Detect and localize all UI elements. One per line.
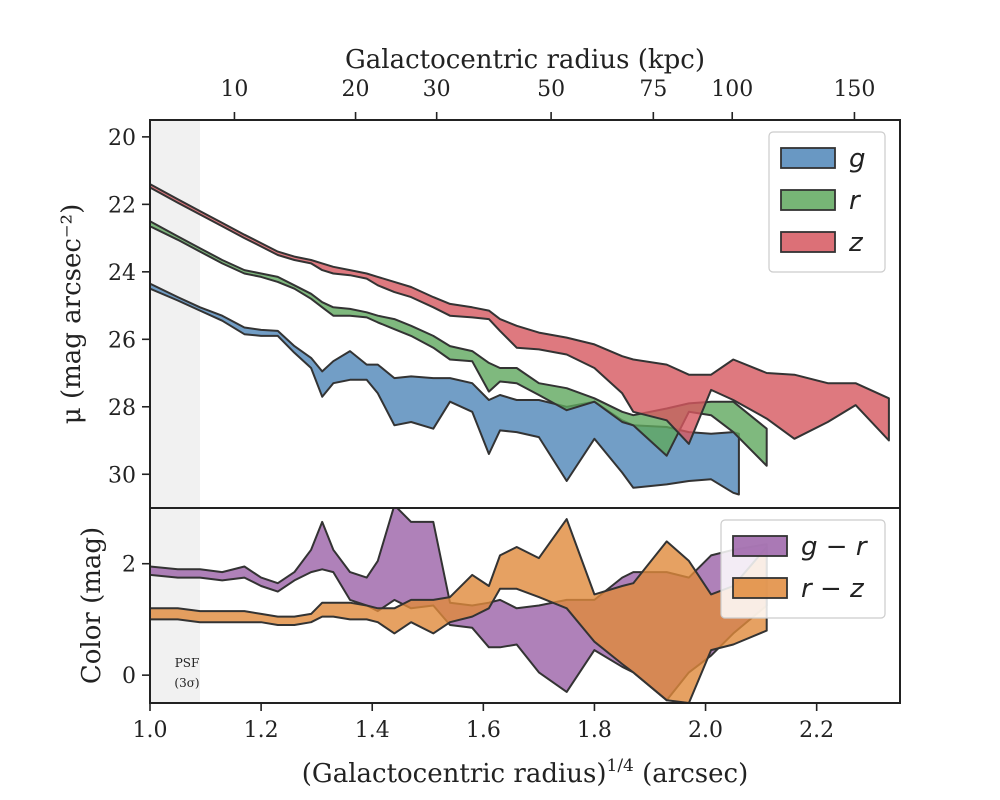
color-panel: 02 1.0 1.2 1.4 1.6 1.8 2.0 2.2 PSF (3σ) Color … (77, 507, 901, 789)
top-x-tick-label-0: 10 (220, 77, 248, 102)
bottom-x-tick-label-5: 2.0 (688, 718, 723, 743)
top-y-tick-label-0: 20 (108, 126, 136, 151)
top-y-tick-label-1: 22 (108, 193, 136, 218)
surface-brightness-panel: 20 22 24 26 28 30 10 20 30 50 75 100 150 Galactocen… (57, 45, 901, 509)
top-y-axis: 20 22 24 26 28 30 (108, 126, 150, 488)
bottom-x-tick-label-0: 1.0 (133, 718, 168, 743)
top-x-tick-label-2: 30 (423, 77, 451, 102)
top-legend-label-0: g (849, 144, 866, 174)
top-x-tick-label-1: 20 (342, 77, 370, 102)
top-y-axis-label: μ (mag arcsec⁻²) (57, 204, 87, 424)
bottom-x-tick-label-1: 1.2 (244, 718, 279, 743)
sb-series-2 (150, 183, 890, 445)
bottom-legend: g − r r − z (720, 519, 886, 619)
sb-series-1 (150, 220, 768, 467)
psf-band-bottom (150, 508, 200, 703)
top-legend-swatch-0 (780, 147, 836, 169)
top-series-group (150, 183, 890, 496)
top-y-tick-label-2: 24 (108, 261, 136, 286)
bottom-x-axis-label: (Galactocentric radius)1/4 (arcsec) (302, 756, 748, 789)
sb-series-0 (150, 282, 740, 496)
bot-legend-label-0: g − r (801, 532, 869, 562)
bottom-x-tick-label-3: 1.6 (466, 718, 501, 743)
top-secondary-x-axis: 10 20 30 50 75 100 150 (220, 77, 875, 120)
top-legend-swatch-2 (780, 231, 836, 253)
bottom-x-tick-label-6: 2.2 (799, 718, 834, 743)
top-x-tick-label-5: 100 (711, 77, 753, 102)
psf-label-line1: PSF (175, 656, 200, 670)
bottom-panel-frame (149, 507, 901, 704)
bot-legend-swatch-1 (732, 577, 788, 599)
top-x-tick-label-4: 75 (639, 77, 667, 102)
psf-band-top (150, 120, 200, 508)
bottom-x-tick-label-4: 1.8 (577, 718, 612, 743)
bottom-x-axis: 1.0 1.2 1.4 1.6 1.8 2.0 2.2 (133, 703, 834, 743)
bottom-series-group (150, 508, 768, 703)
bottom-y-axis-label: Color (mag) (77, 527, 107, 684)
bottom-y-tick-label-1: 2 (122, 553, 136, 578)
top-x-tick-label-3: 50 (537, 77, 565, 102)
bottom-y-axis: 02 (122, 553, 150, 689)
bottom-y-tick-label-0: 0 (122, 664, 136, 689)
top-x-tick-label-6: 150 (833, 77, 875, 102)
top-legend-label-1: r (849, 186, 862, 216)
top-y-tick-label-3: 26 (108, 328, 136, 353)
bot-legend-label-1: r − z (801, 574, 865, 604)
psf-label-line2: (3σ) (174, 676, 199, 690)
color-series-1 (150, 518, 768, 703)
top-legend-label-2: z (848, 228, 864, 258)
bot-legend-swatch-0 (732, 535, 788, 557)
top-y-tick-label-4: 28 (108, 396, 136, 421)
top-legend: grz (768, 131, 886, 273)
bottom-x-tick-label-2: 1.4 (355, 718, 390, 743)
top-legend-swatch-1 (780, 189, 836, 211)
top-x-axis-label: Galactocentric radius (kpc) (345, 45, 705, 75)
top-y-tick-label-5: 30 (108, 463, 136, 488)
